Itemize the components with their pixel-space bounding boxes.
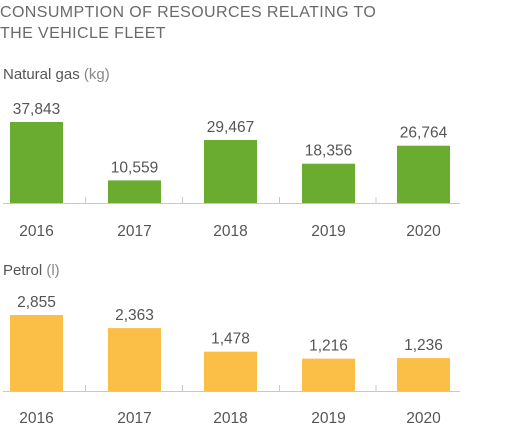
petrol-value-label-2020: 1,236 (404, 337, 443, 354)
petrol-value-label-2017: 2,363 (115, 307, 154, 324)
chart-title-line1: CONSUMPTION OF RESOURCES RELATING TO (0, 4, 377, 21)
natural-gas-value-label-2020: 26,764 (400, 125, 448, 142)
chart-title: CONSUMPTION OF RESOURCES RELATING TO THE… (0, 2, 520, 44)
natural-gas-bar-2016 (10, 122, 63, 203)
petrol-unit: (l) (46, 262, 60, 279)
petrol-value-label-2016: 2,855 (17, 294, 56, 311)
petrol-value-label-2018: 1,478 (211, 331, 250, 348)
natural-gas-label: Natural gas (3, 66, 80, 83)
natural-gas-unit: (kg) (83, 66, 110, 83)
chart-title-line2: THE VEHICLE FLEET (0, 25, 166, 42)
natural-gas-value-label-2016: 37,843 (13, 101, 60, 118)
natural-gas-value-label-2018: 29,467 (207, 119, 254, 136)
natural-gas-value-label-2017: 10,559 (111, 159, 158, 176)
petrol-bar-2020 (397, 358, 450, 391)
natural-gas-tick-label-2019: 2019 (311, 223, 345, 240)
petrol-label: Petrol (3, 262, 43, 279)
natural-gas-bar-2017 (108, 180, 161, 203)
petrol-tick-label-2019: 2019 (311, 410, 345, 427)
natural-gas-bar-chart: 37,843 2016 10,559 2017 29,467 2018 18,356 2019… (3, 101, 460, 240)
natural-gas-tick-label-2017: 2017 (117, 223, 151, 240)
natural-gas-bar-2018 (204, 139, 257, 203)
petrol-tick-label-2020: 2020 (406, 410, 441, 427)
petrol-value-label-2019: 1,216 (309, 338, 348, 355)
petrol-chart-label: Petrol (l) (3, 262, 60, 279)
petrol-tick-label-2016: 2016 (19, 410, 53, 427)
petrol-bar-2019 (302, 358, 355, 391)
natural-gas-tick-label-2018: 2018 (213, 223, 247, 240)
petrol-tick-label-2017: 2017 (117, 410, 151, 427)
petrol-bar-2016 (10, 315, 63, 391)
natural-gas-tick-label-2020: 2020 (406, 223, 441, 240)
natural-gas-chart-label: Natural gas (kg) (3, 66, 110, 83)
natural-gas-bar-2019 (302, 163, 355, 203)
natural-gas-bar-2020 (397, 145, 450, 203)
petrol-tick-label-2018: 2018 (213, 410, 247, 427)
natural-gas-tick-label-2016: 2016 (19, 223, 53, 240)
petrol-bar-chart: 2,855 2016 2,363 2017 1,478 2018 1,216 2019 1,23… (3, 294, 460, 427)
natural-gas-value-label-2019: 18,356 (305, 143, 352, 160)
petrol-bar-2018 (204, 351, 257, 391)
petrol-bar-2017 (108, 328, 161, 391)
